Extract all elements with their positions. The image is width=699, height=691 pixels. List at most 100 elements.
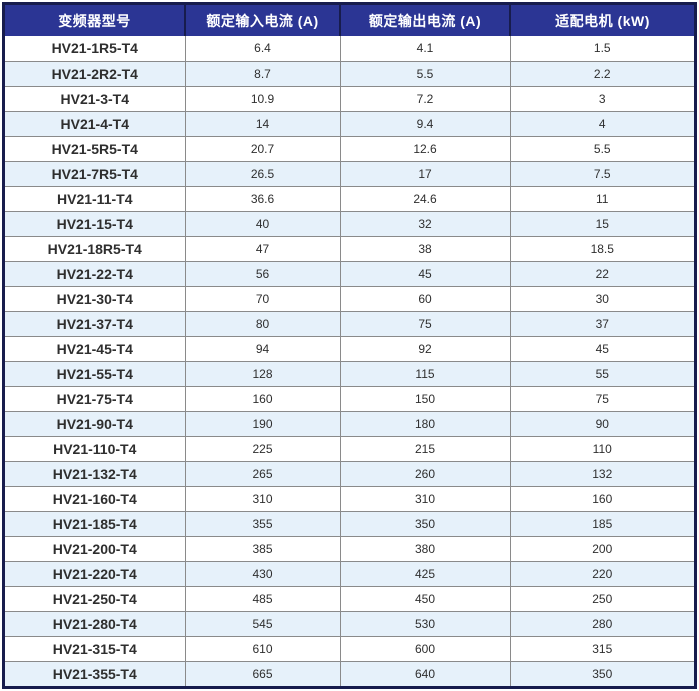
cell-output-current: 9.4 xyxy=(340,111,511,137)
cell-motor-power: 200 xyxy=(510,536,694,562)
cell-motor-power: 22 xyxy=(510,261,694,287)
table-row: HV21-18R5-T4 47 38 18.5 xyxy=(5,236,694,262)
cell-input-current: 47 xyxy=(185,236,341,262)
cell-motor-power: 110 xyxy=(510,436,694,462)
table-row: HV21-315-T4 610 600 315 xyxy=(5,636,694,662)
cell-output-current: 17 xyxy=(340,161,511,187)
cell-model: HV21-75-T4 xyxy=(5,386,186,412)
cell-input-current: 26.5 xyxy=(185,161,341,187)
cell-model: HV21-132-T4 xyxy=(5,461,186,487)
table-row: HV21-7R5-T4 26.5 17 7.5 xyxy=(5,161,694,187)
cell-model: HV21-45-T4 xyxy=(5,336,186,362)
cell-model: HV21-5R5-T4 xyxy=(5,136,186,162)
cell-output-current: 260 xyxy=(340,461,511,487)
cell-motor-power: 4 xyxy=(510,111,694,137)
cell-model: HV21-90-T4 xyxy=(5,411,186,437)
cell-motor-power: 3 xyxy=(510,86,694,112)
cell-model: HV21-3-T4 xyxy=(5,86,186,112)
table-row: HV21-220-T4 430 425 220 xyxy=(5,561,694,587)
cell-model: HV21-200-T4 xyxy=(5,536,186,562)
cell-model: HV21-37-T4 xyxy=(5,311,186,337)
cell-output-current: 310 xyxy=(340,486,511,512)
cell-motor-power: 2.2 xyxy=(510,61,694,87)
cell-output-current: 4.1 xyxy=(340,36,511,62)
cell-motor-power: 315 xyxy=(510,636,694,662)
cell-motor-power: 45 xyxy=(510,336,694,362)
cell-motor-power: 5.5 xyxy=(510,136,694,162)
cell-output-current: 45 xyxy=(340,261,511,287)
cell-model: HV21-15-T4 xyxy=(5,211,186,237)
cell-motor-power: 55 xyxy=(510,361,694,387)
cell-output-current: 350 xyxy=(340,511,511,537)
cell-motor-power: 220 xyxy=(510,561,694,587)
cell-motor-power: 132 xyxy=(510,461,694,487)
cell-output-current: 32 xyxy=(340,211,511,237)
column-header-motor-power: 适配电机 (kW) xyxy=(510,5,694,36)
cell-motor-power: 75 xyxy=(510,386,694,412)
column-header-model: 变频器型号 xyxy=(5,5,186,36)
cell-model: HV21-55-T4 xyxy=(5,361,186,387)
cell-input-current: 265 xyxy=(185,461,341,487)
cell-input-current: 14 xyxy=(185,111,341,137)
cell-model: HV21-7R5-T4 xyxy=(5,161,186,187)
cell-motor-power: 15 xyxy=(510,211,694,237)
cell-output-current: 450 xyxy=(340,586,511,612)
table-row: HV21-355-T4 665 640 350 xyxy=(5,661,694,686)
cell-input-current: 128 xyxy=(185,361,341,387)
cell-model: HV21-280-T4 xyxy=(5,611,186,637)
table-row: HV21-110-T4 225 215 110 xyxy=(5,436,694,462)
cell-model: HV21-250-T4 xyxy=(5,586,186,612)
cell-model: HV21-185-T4 xyxy=(5,511,186,537)
cell-model: HV21-4-T4 xyxy=(5,111,186,137)
cell-input-current: 8.7 xyxy=(185,61,341,87)
table-row: HV21-1R5-T4 6.4 4.1 1.5 xyxy=(5,36,694,62)
cell-output-current: 380 xyxy=(340,536,511,562)
cell-model: HV21-355-T4 xyxy=(5,661,186,686)
cell-input-current: 385 xyxy=(185,536,341,562)
cell-input-current: 430 xyxy=(185,561,341,587)
cell-input-current: 56 xyxy=(185,261,341,287)
cell-motor-power: 7.5 xyxy=(510,161,694,187)
cell-model: HV21-18R5-T4 xyxy=(5,236,186,262)
table-row: HV21-4-T4 14 9.4 4 xyxy=(5,111,694,137)
cell-output-current: 12.6 xyxy=(340,136,511,162)
table-row: HV21-30-T4 70 60 30 xyxy=(5,286,694,312)
cell-output-current: 180 xyxy=(340,411,511,437)
table-row: HV21-160-T4 310 310 160 xyxy=(5,486,694,512)
table-row: HV21-90-T4 190 180 90 xyxy=(5,411,694,437)
cell-output-current: 215 xyxy=(340,436,511,462)
cell-motor-power: 90 xyxy=(510,411,694,437)
cell-model: HV21-22-T4 xyxy=(5,261,186,287)
cell-output-current: 92 xyxy=(340,336,511,362)
table-row: HV21-22-T4 56 45 22 xyxy=(5,261,694,287)
table-row: HV21-200-T4 385 380 200 xyxy=(5,536,694,562)
cell-motor-power: 185 xyxy=(510,511,694,537)
cell-output-current: 60 xyxy=(340,286,511,312)
cell-motor-power: 350 xyxy=(592,666,613,681)
cell-output-current: 115 xyxy=(340,361,511,387)
table-row: HV21-55-T4 128 115 55 xyxy=(5,361,694,387)
column-header-output-current: 额定输出电流 (A) xyxy=(340,5,511,36)
cell-motor-power: 280 xyxy=(510,611,694,637)
table-row: HV21-15-T4 40 32 15 xyxy=(5,211,694,237)
cell-output-current: 150 xyxy=(340,386,511,412)
table-row: HV21-5R5-T4 20.7 12.6 5.5 xyxy=(5,136,694,162)
cell-output-current: 425 xyxy=(340,561,511,587)
cell-input-current: 190 xyxy=(185,411,341,437)
cell-model: HV21-110-T4 xyxy=(5,436,186,462)
cell-input-current: 545 xyxy=(185,611,341,637)
cell-output-current: 5.5 xyxy=(340,61,511,87)
cell-input-current: 94 xyxy=(185,336,341,362)
cell-output-current: 38 xyxy=(340,236,511,262)
cell-model: HV21-220-T4 xyxy=(5,561,186,587)
cell-motor-power: 30 xyxy=(510,286,694,312)
table-row: HV21-37-T4 80 75 37 xyxy=(5,311,694,337)
cell-input-current: 485 xyxy=(185,586,341,612)
cell-input-current: 610 xyxy=(185,636,341,662)
cell-input-current: 36.6 xyxy=(185,186,341,212)
cell-input-current: 225 xyxy=(185,436,341,462)
cell-input-current: 10.9 xyxy=(185,86,341,112)
cell-input-current: 160 xyxy=(185,386,341,412)
